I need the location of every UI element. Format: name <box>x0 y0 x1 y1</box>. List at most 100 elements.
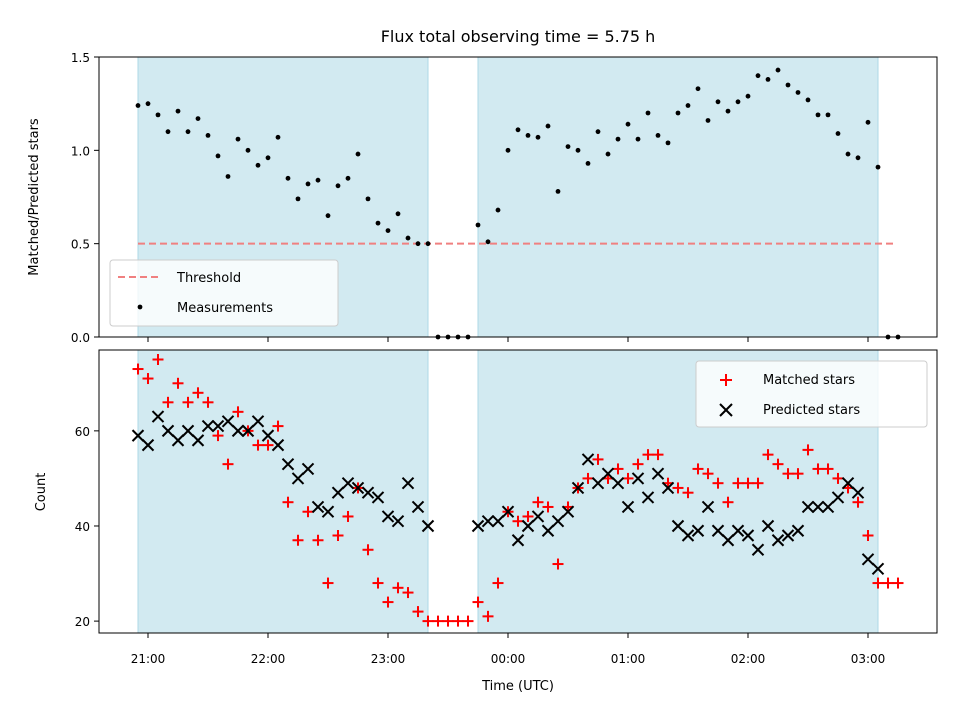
measurement-point <box>565 144 571 150</box>
matched-star-point <box>522 510 534 522</box>
predicted-star-point <box>281 457 295 471</box>
matched-star-point <box>722 496 734 508</box>
legend-matched-swatch <box>720 374 732 386</box>
matched-star-point <box>712 477 724 489</box>
matched-star-point <box>782 468 794 480</box>
measurement-point <box>315 177 321 183</box>
predicted-star-point <box>831 491 845 504</box>
predicted-star-point <box>591 476 605 490</box>
matched-star-point <box>882 577 894 589</box>
predicted-star-point <box>271 438 285 452</box>
matched-star-point <box>382 596 394 608</box>
matched-star-point <box>762 449 774 461</box>
matched-star-point <box>802 444 814 456</box>
measurement-point <box>195 116 201 121</box>
predicted-star-point <box>321 505 335 518</box>
measurement-point <box>805 97 811 103</box>
bottom-ytick-label: 20 <box>75 615 90 629</box>
measurement-point <box>515 127 521 133</box>
measurement-point <box>545 123 551 129</box>
predicted-star-point <box>851 486 865 499</box>
measurement-point <box>725 108 731 114</box>
predicted-star-point <box>651 467 665 480</box>
legend-predicted-swatch <box>719 403 733 417</box>
predicted-star-point <box>861 553 875 566</box>
predicted-star-point <box>611 476 625 490</box>
bottom-legend: Matched stars Predicted stars <box>695 360 928 428</box>
measurement-point <box>185 129 191 135</box>
predicted-star-point <box>241 424 255 438</box>
predicted-star-point <box>371 491 385 504</box>
predicted-star-point <box>391 515 405 528</box>
measurement-point <box>355 151 361 157</box>
predicted-star-point <box>481 515 495 528</box>
predicted-star-point <box>701 500 715 514</box>
matched-star-point <box>642 449 654 461</box>
measurement-point <box>605 151 611 157</box>
matched-star-point <box>732 477 744 489</box>
measurement-point <box>815 112 821 118</box>
measurement-point <box>675 110 681 116</box>
matched-star-point <box>542 501 554 513</box>
predicted-star-point <box>841 476 855 490</box>
measurement-point <box>395 211 401 217</box>
matched-star-point <box>672 482 684 494</box>
measurement-point <box>875 164 881 170</box>
top-shaded-span-1 <box>477 56 879 338</box>
predicted-star-point <box>171 434 185 447</box>
matched-star-point <box>872 577 884 589</box>
matched-star-point <box>362 544 374 556</box>
measurement-point <box>135 103 141 108</box>
predicted-star-point <box>471 519 485 533</box>
predicted-star-point <box>601 467 615 480</box>
matched-star-point <box>772 458 784 470</box>
predicted-star-point <box>561 505 575 518</box>
matched-star-point <box>812 463 824 475</box>
predicted-star-point <box>411 500 425 514</box>
matched-star-point <box>632 458 644 470</box>
matched-star-point <box>252 439 264 451</box>
matched-star-point <box>462 615 474 627</box>
predicted-star-point <box>151 410 165 423</box>
measurement-point <box>305 181 311 187</box>
matched-star-point <box>372 577 384 589</box>
matched-star-point <box>422 615 434 627</box>
measurement-point <box>345 175 351 181</box>
matched-star-point <box>452 615 464 627</box>
matched-star-point <box>212 430 224 442</box>
legend-measurements-label: Measurements <box>177 301 273 316</box>
bottom-shaded-span-0 <box>137 349 429 634</box>
top-ytick-label: 0.5 <box>71 238 90 252</box>
predicted-star-point <box>631 472 645 485</box>
legend-predicted-label: Predicted stars <box>763 403 860 418</box>
measurement-point <box>165 129 171 135</box>
matched-star-point <box>152 354 164 366</box>
predicted-star-point <box>571 481 585 495</box>
measurement-point <box>265 155 271 161</box>
measurement-point <box>405 235 411 241</box>
top-plot-frame <box>98 56 938 338</box>
measurement-point <box>235 136 241 142</box>
measurement-point <box>505 147 511 153</box>
measurement-point <box>795 90 801 95</box>
predicted-star-point <box>181 424 195 438</box>
matched-star-point <box>272 420 284 432</box>
predicted-star-point <box>771 534 785 547</box>
measurement-point <box>705 118 711 123</box>
bottom-xtick-label: 03:00 <box>851 652 886 666</box>
measurement-point <box>625 121 631 127</box>
predicted-star-point <box>331 486 345 499</box>
matched-star-point <box>482 610 494 622</box>
predicted-star-point <box>721 534 735 547</box>
measurement-point <box>785 82 791 88</box>
bottom-xtick-label: 23:00 <box>371 652 406 666</box>
matched-star-point <box>192 387 204 399</box>
matched-star-point <box>702 468 714 480</box>
top-y-axis-label: Matched/Predicted stars <box>27 118 42 276</box>
predicted-star-point <box>341 476 355 490</box>
bottom-panel: 20 40 60 21:00 22:00 23:00 00:00 01:00 02:00 03:… <box>34 349 938 694</box>
matched-star-point <box>742 477 754 489</box>
predicted-star-point <box>221 415 235 428</box>
measurement-point <box>475 222 481 228</box>
measurement-point <box>555 189 561 194</box>
